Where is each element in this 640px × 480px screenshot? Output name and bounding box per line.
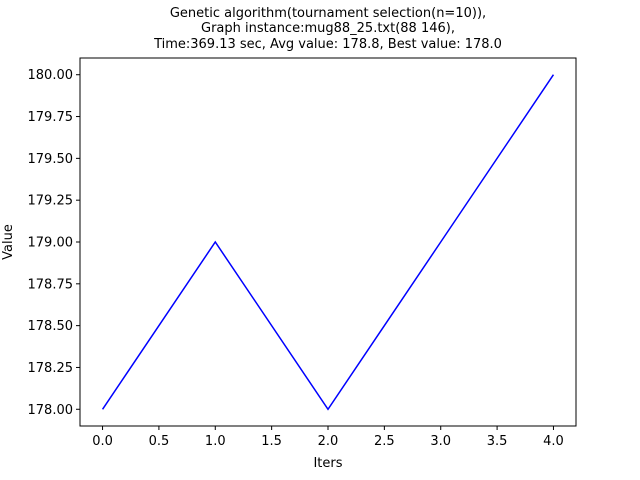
- y-tick-label-4: 179.00: [28, 236, 74, 251]
- x-tick-label-4: 2.0: [318, 434, 339, 449]
- series-line-0: [101, 74, 555, 411]
- x-tick-label-1: 0.5: [149, 434, 170, 449]
- x-tick-label-6: 3.0: [430, 434, 451, 449]
- chart-title-line-1: Genetic algorithm(tournament selection(n…: [170, 6, 486, 21]
- y-tick-label-1: 178.25: [28, 361, 74, 376]
- x-tick-label-7: 3.5: [487, 434, 508, 449]
- x-tick-label-0: 0.0: [92, 434, 113, 449]
- x-tick-label-2: 1.0: [205, 434, 226, 449]
- y-axis-label: Value: [1, 224, 16, 260]
- chart-title-line-2: Graph instance:mug88_25.txt(88 146),: [201, 21, 455, 36]
- x-tick-label-3: 1.5: [261, 434, 282, 449]
- chart-title-line-3: Time:369.13 sec, Avg value: 178.8, Best …: [153, 37, 502, 52]
- y-tick-label-8: 180.00: [28, 68, 74, 83]
- y-tick-label-6: 179.50: [28, 152, 74, 167]
- x-axis-label: Iters: [313, 456, 342, 471]
- y-tick-label-5: 179.25: [28, 194, 74, 209]
- x-tick-label-5: 2.5: [374, 434, 395, 449]
- x-tick-label-8: 4.0: [543, 434, 564, 449]
- y-tick-label-2: 178.50: [28, 319, 74, 334]
- y-tick-label-7: 179.75: [28, 110, 74, 125]
- chart-title: Genetic algorithm(tournament selection(n…: [153, 6, 502, 52]
- y-tick-label-3: 178.75: [28, 277, 74, 292]
- y-tick-label-0: 178.00: [28, 403, 74, 418]
- plot-area: 0.0 0.5 1.0 1.5 2.0 2.5 3.0 3.5 4.0 178.00 178.25 1…: [28, 57, 577, 449]
